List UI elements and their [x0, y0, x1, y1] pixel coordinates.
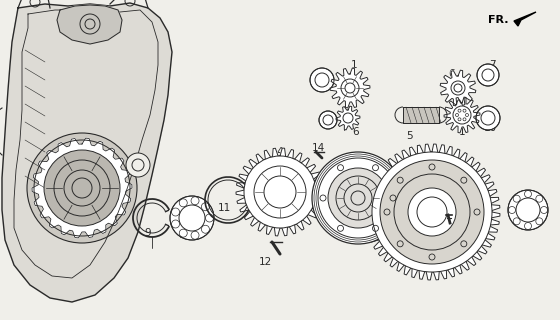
Circle shape — [244, 156, 316, 228]
Text: 4: 4 — [277, 147, 283, 157]
Circle shape — [516, 198, 540, 222]
Polygon shape — [330, 68, 370, 108]
Polygon shape — [32, 138, 132, 238]
Text: 7: 7 — [340, 123, 347, 133]
Text: 3: 3 — [345, 160, 351, 170]
Text: 5: 5 — [407, 131, 413, 141]
Circle shape — [477, 64, 499, 86]
Circle shape — [310, 68, 334, 92]
Circle shape — [328, 168, 388, 228]
Polygon shape — [364, 144, 500, 280]
Polygon shape — [514, 12, 536, 26]
Text: 8: 8 — [447, 201, 453, 211]
Circle shape — [126, 153, 150, 177]
Text: 6: 6 — [353, 127, 360, 137]
Circle shape — [380, 160, 484, 264]
Text: 7: 7 — [489, 60, 495, 70]
Text: 9: 9 — [144, 228, 151, 238]
Text: 2: 2 — [432, 162, 438, 172]
Circle shape — [170, 196, 214, 240]
Circle shape — [312, 152, 404, 244]
Text: 6: 6 — [449, 69, 455, 79]
Circle shape — [179, 205, 205, 231]
Text: 11: 11 — [217, 203, 231, 213]
Text: 1: 1 — [459, 127, 465, 137]
Circle shape — [476, 106, 500, 130]
Circle shape — [343, 113, 353, 123]
Polygon shape — [57, 5, 122, 44]
Text: 13: 13 — [179, 230, 192, 240]
Polygon shape — [336, 106, 360, 130]
Circle shape — [254, 166, 306, 218]
Text: 10: 10 — [315, 69, 329, 79]
Text: 10: 10 — [483, 123, 497, 133]
Text: 14: 14 — [311, 143, 325, 153]
Circle shape — [319, 111, 337, 129]
Polygon shape — [440, 70, 476, 106]
Text: 13: 13 — [524, 213, 536, 223]
Circle shape — [508, 190, 548, 230]
Circle shape — [27, 133, 137, 243]
Text: 1: 1 — [351, 60, 357, 70]
Text: FR.: FR. — [488, 15, 508, 25]
Circle shape — [372, 152, 492, 272]
Bar — [403, 107, 439, 123]
Circle shape — [453, 106, 471, 124]
Polygon shape — [444, 97, 480, 133]
Circle shape — [44, 150, 120, 226]
Text: 12: 12 — [258, 257, 272, 267]
Polygon shape — [236, 148, 324, 236]
Polygon shape — [2, 3, 172, 302]
Circle shape — [408, 188, 456, 236]
Circle shape — [451, 81, 465, 95]
Circle shape — [341, 79, 359, 97]
